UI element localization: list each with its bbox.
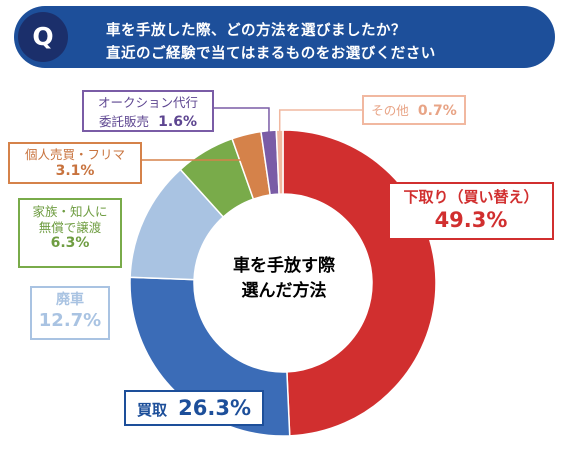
label-kojin: 個人売買・フリマ 3.1%: [8, 142, 142, 184]
leader-line-kojin: [142, 138, 249, 161]
label-shitadori-name: 下取り（買い替え）: [403, 188, 539, 206]
question-line-1: 車を手放した際、どの方法を選びましたか？: [106, 23, 406, 39]
label-joto-name-1: 家族・知人に: [32, 204, 108, 219]
label-kojin-name: 個人売買・フリマ: [24, 147, 125, 162]
leader-line-auction: [214, 107, 270, 135]
label-sonota-value: 0.7%: [417, 103, 457, 119]
label-sonota: その他 0.7%: [362, 95, 466, 125]
q-badge: Q: [18, 12, 68, 62]
leader-line-sonota: [278, 109, 362, 135]
label-kojin-value: 3.1%: [55, 162, 95, 179]
label-auction-value: 1.6%: [158, 113, 197, 130]
label-kaitori-name: 買取: [137, 401, 168, 419]
label-haisha-value: 12.7%: [38, 309, 102, 331]
label-joto: 家族・知人に 無償で譲渡 6.3%: [18, 198, 122, 268]
label-kaitori-value: 26.3%: [178, 396, 251, 420]
label-shitadori-value: 49.3%: [434, 207, 508, 232]
label-shitadori: 下取り（買い替え） 49.3%: [388, 182, 554, 240]
label-joto-value: 6.3%: [50, 235, 90, 252]
label-kaitori: 買取 26.3%: [124, 390, 264, 426]
label-haisha-name: 廃車: [56, 292, 84, 308]
question-banner: Q 車を手放した際、どの方法を選びましたか？ 直近のご経験で当てはまるものをお選…: [14, 6, 555, 68]
label-joto-name-2: 無償で譲渡: [38, 219, 102, 235]
label-sonota-name: その他: [371, 103, 409, 118]
question-line-2: 直近のご経験で当てはまるものをお選びください: [106, 46, 436, 62]
label-auction: オークション代行 委託販売 1.6%: [82, 90, 214, 132]
center-label-line-1: 車を手放す際: [233, 256, 335, 276]
center-label-line-2: 選んだ方法: [241, 280, 327, 301]
label-auction-line-2: 委託販売 1.6%: [84, 111, 212, 132]
label-auction-name-2: 委託販売: [99, 113, 150, 129]
label-auction-name-1: オークション代行: [97, 95, 198, 110]
slice-sonota: [275, 129, 284, 195]
label-haisha: 廃車 12.7%: [30, 286, 110, 340]
center-label: 車を手放す際 選んだ方法: [199, 254, 369, 303]
